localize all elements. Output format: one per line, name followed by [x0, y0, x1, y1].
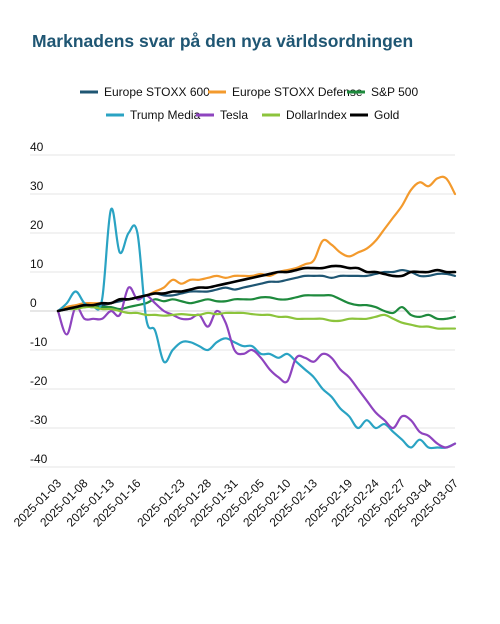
series-line-gold — [56, 264, 457, 313]
y-tick-label: 0 — [30, 296, 37, 310]
y-tick-label: 40 — [30, 140, 44, 154]
legend-item: Gold — [350, 108, 399, 122]
legend-label: DollarIndex — [286, 108, 347, 122]
series-line-dollarindex — [56, 305, 457, 330]
y-tick-label: -30 — [30, 413, 48, 427]
legend-item: DollarIndex — [262, 108, 347, 122]
series-line-tesla — [56, 286, 457, 449]
legend-item: S&P 500 — [347, 85, 418, 99]
legend-item: Trump Media — [106, 108, 201, 122]
y-tick-label: 20 — [30, 218, 44, 232]
y-tick-label: -20 — [30, 374, 48, 388]
legend-label: Tesla — [220, 108, 248, 122]
legend-label: Europe STOXX Defense — [232, 85, 363, 99]
legend-label: Trump Media — [130, 108, 201, 122]
legend-item: Europe STOXX Defense — [208, 85, 363, 99]
series-line-s-p-500 — [56, 293, 457, 321]
legend-item: Europe STOXX 600 — [80, 85, 210, 99]
y-tick-label: 30 — [30, 179, 44, 193]
legend-item: Tesla — [196, 108, 248, 122]
legend-label: Gold — [374, 108, 399, 122]
legend: Europe STOXX 600 Europe STOXX Defense S&P … — [80, 85, 418, 122]
legend-label: Europe STOXX 600 — [104, 85, 210, 99]
series-line-trump-media — [56, 207, 457, 450]
y-tick-label: -40 — [30, 452, 48, 466]
series-lines — [56, 175, 457, 450]
legend-label: S&P 500 — [371, 85, 418, 99]
y-tick-label: -10 — [30, 335, 48, 349]
y-tick-label: 10 — [30, 257, 44, 271]
x-axis-tick-labels: 2025-01-032025-01-082025-01-132025-01-16… — [11, 476, 462, 530]
chart-title: Marknadens svar på den nya världsordning… — [32, 31, 414, 51]
y-axis-tick-labels: 40 30 20 10 0 -10 -20 -30 -40 — [30, 140, 48, 466]
gridlines — [30, 154, 455, 468]
